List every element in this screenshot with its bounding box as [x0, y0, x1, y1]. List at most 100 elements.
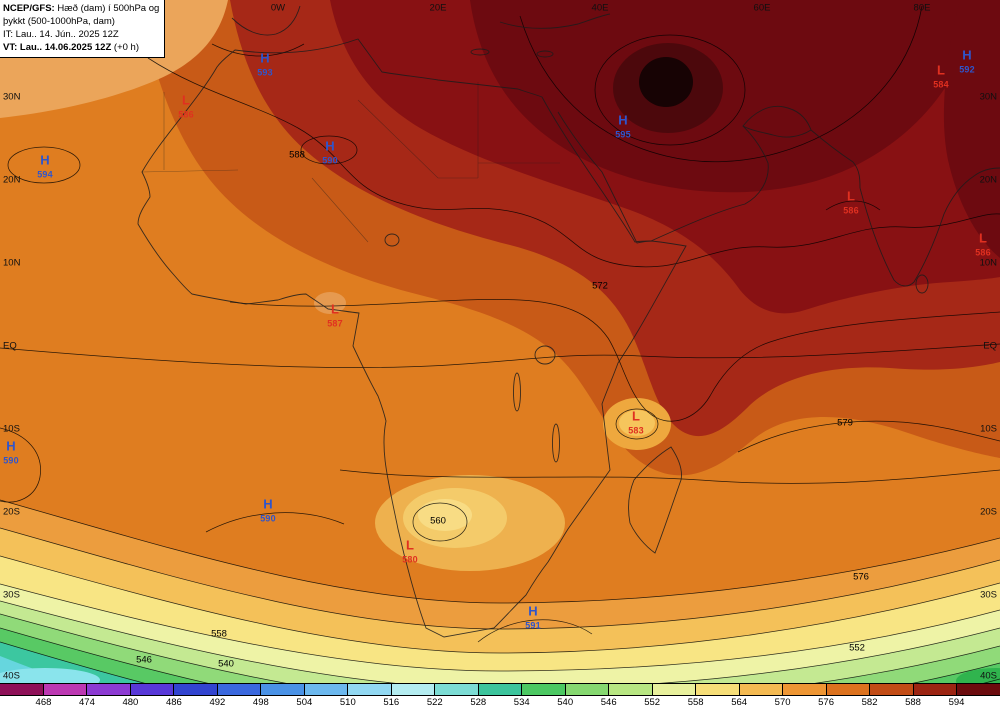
contour-high-west [7, 146, 81, 184]
colorbar-tick-label: 558 [687, 697, 704, 708]
contour-mid-south [339, 469, 1000, 484]
colorbar: 468 474 480 486 492 498 504 510 516 522 528 534 540 5… [0, 683, 1000, 709]
border-line [311, 177, 369, 243]
colorbar-cell [652, 684, 697, 695]
contour-south-5 [0, 600, 1000, 683]
title-line1-text: Hæð (dam) í 500hPa og [54, 3, 160, 14]
contour-592 [519, 5, 923, 163]
colorbar-tick-label: 474 [79, 697, 95, 708]
contour-south-3 [0, 555, 1000, 654]
colorbar-cell [304, 684, 349, 695]
south-band-8 [0, 642, 1000, 683]
south-band-5 [0, 601, 1000, 683]
colorbar-tick-label: 588 [905, 697, 921, 708]
contour-high-sahara [300, 135, 358, 165]
colorbar-tick-label: 486 [165, 697, 182, 708]
contour-south-6 [0, 613, 1000, 683]
colorbar-cell [217, 684, 262, 695]
init-time: IT: Lau.. 14. Jún.. 2025 12Z [3, 29, 119, 40]
colorbar-tick-label: 522 [426, 697, 443, 708]
contour-high-590-west [0, 427, 41, 503]
colorbar-cell [130, 684, 175, 695]
colorbar-cell [261, 684, 305, 695]
colorbar-cell [609, 684, 653, 695]
colorbar-cell [348, 684, 392, 695]
contour-583-low [615, 408, 659, 440]
colorbar-tick-label: 468 [35, 697, 52, 708]
iberia-coastline [231, 5, 301, 36]
colorbar-cell [913, 684, 958, 695]
valid-time-line: VT: Lau.. 14.06.2025 12Z (+0 h) [3, 41, 159, 54]
contour-south-4 [0, 583, 1000, 672]
colorbar-tick-label: 594 [948, 697, 965, 708]
colorbar-tick-label: 576 [818, 697, 835, 708]
southwest-cyan-core [0, 668, 100, 683]
contour-south-1 [0, 499, 1000, 604]
colorbar-cell [174, 684, 218, 695]
colorbar-tick-label: 564 [731, 697, 748, 708]
colorbar-tick-label: 540 [557, 697, 574, 708]
lake-chad [384, 233, 400, 247]
colorbar-cell [783, 684, 827, 695]
colorbar-cell [391, 684, 436, 695]
colorbar-cell [870, 684, 914, 695]
colorbar-labels: 468 474 480 486 492 498 504 510 516 522 528 534 540 5… [0, 696, 1000, 709]
colorbar-tick-label: 570 [774, 697, 791, 708]
cyprus-coastline [536, 50, 554, 58]
contour-arc-high-591 [477, 619, 593, 643]
coastlines [137, 5, 1000, 638]
colorbar-tick-label: 498 [252, 697, 269, 708]
country-borders [141, 82, 560, 243]
colorbar-tick-label: 546 [600, 697, 617, 708]
border-line [357, 99, 478, 179]
title-line-2: þykkt (500-1000hPa, dam) [3, 16, 115, 27]
contour-south-7 [0, 627, 1000, 683]
colorbar-tick-label: 582 [861, 697, 878, 708]
contour-579 [737, 420, 1000, 453]
colorbar-tick-label: 516 [383, 697, 400, 708]
colorbar-tick-label: 480 [122, 697, 139, 708]
valid-time: VT: Lau.. 14.06.2025 12Z [3, 42, 112, 53]
west-low-spot [314, 292, 346, 314]
colorbar-cell [87, 684, 131, 695]
colorbar-cell [696, 684, 740, 695]
lake-victoria [534, 345, 556, 365]
south-africa-warm-core2 [418, 499, 472, 531]
colorbar-tick-label: 552 [644, 697, 661, 708]
colorbar-cell [435, 684, 479, 695]
africa-coastline [137, 38, 687, 638]
title-box: NCEP/GFS: Hæð (dam) í 500hPa og þykkt (5… [0, 0, 166, 58]
fill-layers [0, 0, 1000, 683]
colorbar-tick-label: 510 [339, 697, 356, 708]
map-area: 0W 20E 40E 60E 80E 30N 20N 10N EQ 10S 20S 30S 40S 30N… [0, 0, 1000, 683]
india-coastline [859, 167, 1000, 287]
model-name: NCEP/GFS: [3, 3, 55, 14]
map-graphic [0, 0, 1000, 683]
contour-arc-high-590 [205, 512, 345, 533]
colorbar-tick-label: 534 [513, 697, 530, 708]
crete-coastline [470, 48, 490, 56]
colorbar-cell [43, 684, 88, 695]
colorbar-tick-label: 528 [470, 697, 487, 708]
mozambique-low-core [619, 410, 655, 436]
title-line-1: NCEP/GFS: Hæð (dam) í 500hPa og [3, 2, 159, 15]
colorbar-cell [0, 684, 44, 695]
lake-malawi [552, 423, 560, 463]
colorbar-cell [826, 684, 871, 695]
contour-arc-eastlow [825, 200, 881, 211]
contour-572 [229, 299, 1000, 422]
south-band-4 [0, 584, 1000, 683]
contour-560 [412, 502, 468, 542]
colorbar-tick-label: 504 [296, 697, 313, 708]
contour-south-2 [0, 527, 1000, 630]
colorbar-cell [739, 684, 784, 695]
border-line [141, 169, 239, 173]
contour-596 [594, 34, 746, 146]
colorbar-cell [522, 684, 566, 695]
contour-lines [0, 5, 1000, 683]
iran-coastline [810, 129, 861, 189]
colorbar-cells [0, 683, 1000, 696]
colorbar-cell [565, 684, 610, 695]
arabia-coastline [557, 111, 769, 244]
